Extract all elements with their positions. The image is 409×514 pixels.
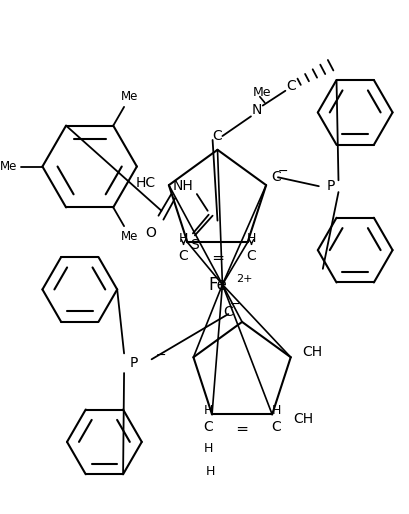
Text: C: C <box>271 420 281 434</box>
Text: CH: CH <box>294 412 314 426</box>
Text: Me: Me <box>0 160 18 173</box>
Text: S: S <box>191 238 199 252</box>
Text: H: H <box>203 443 213 455</box>
Text: C: C <box>271 170 281 184</box>
Text: Fe: Fe <box>208 276 227 293</box>
Text: −: − <box>278 165 288 178</box>
Text: ═: ═ <box>238 421 247 437</box>
Text: C: C <box>203 420 213 434</box>
Text: −: − <box>230 298 240 310</box>
Text: P: P <box>130 356 138 370</box>
Text: N: N <box>252 103 262 118</box>
Text: H: H <box>205 465 215 478</box>
Text: NH: NH <box>173 179 193 193</box>
Text: ═: ═ <box>213 250 222 266</box>
Text: H: H <box>247 232 256 245</box>
Text: Me: Me <box>121 90 139 103</box>
Text: O: O <box>145 226 156 241</box>
Text: −: − <box>156 349 167 362</box>
Text: C: C <box>286 79 296 93</box>
Text: H: H <box>179 232 188 245</box>
Text: Me: Me <box>252 86 271 99</box>
Text: C: C <box>247 249 256 263</box>
Text: C: C <box>213 129 222 143</box>
Text: P: P <box>326 179 335 193</box>
Text: CH: CH <box>302 345 322 359</box>
Text: C: C <box>223 305 233 319</box>
Text: HC: HC <box>135 176 155 190</box>
Text: H: H <box>203 404 213 417</box>
Text: H: H <box>272 404 281 417</box>
Text: C: C <box>179 249 189 263</box>
Text: Me: Me <box>121 230 139 243</box>
Text: 2+: 2+ <box>236 273 252 284</box>
